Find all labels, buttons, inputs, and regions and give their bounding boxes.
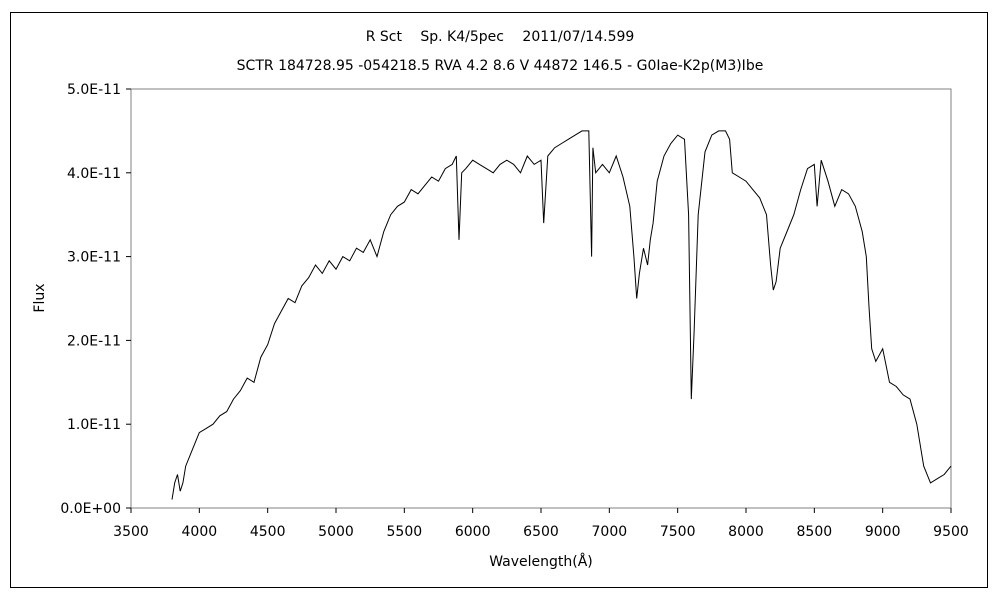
y-tick-label: 3.0E-11 xyxy=(67,250,121,266)
x-tick-label: 9000 xyxy=(865,524,901,540)
x-tick-label: 4500 xyxy=(250,524,286,540)
x-tick-label: 8000 xyxy=(728,524,764,540)
x-tick-label: 3500 xyxy=(113,524,149,540)
x-tick-label: 6000 xyxy=(455,524,491,540)
y-axis-label: Flux xyxy=(32,283,48,312)
y-tick-label: 1.0E-11 xyxy=(67,417,121,433)
chart-title: R Sct Sp. K4/5pec 2011/07/14.599 xyxy=(365,29,635,45)
x-tick-label: 7000 xyxy=(592,524,628,540)
x-tick-label: 4000 xyxy=(182,524,218,540)
y-tick-label: 4.0E-11 xyxy=(67,166,121,182)
x-tick-label: 5500 xyxy=(387,524,423,540)
spectrum-line xyxy=(171,130,952,500)
y-axis: 0.0E+00 1.0E-11 2.0E-11 3.0E-11 4.0E-11 5.0E-… xyxy=(60,82,131,517)
x-tick-label: 7500 xyxy=(660,524,696,540)
y-tick-label: 5.0E-11 xyxy=(67,82,121,98)
x-axis: 3500 4000 4500 5000 5500 6000 6500 7000 7500 8000… xyxy=(113,508,969,540)
plot-area xyxy=(130,88,952,509)
y-tick-label: 0.0E+00 xyxy=(60,501,121,517)
y-tick-label: 2.0E-11 xyxy=(67,333,121,349)
x-tick-label: 9500 xyxy=(933,524,969,540)
x-tick-label: 5000 xyxy=(318,524,354,540)
x-tick-label: 8500 xyxy=(797,524,833,540)
x-axis-label: Wavelength(Å) xyxy=(489,553,593,570)
chart-subtitle: SCTR 184728.95 -054218.5 RVA 4.2 8.6 V 4… xyxy=(236,58,764,74)
x-tick-label: 6500 xyxy=(523,524,559,540)
chart-frame xyxy=(10,12,988,588)
